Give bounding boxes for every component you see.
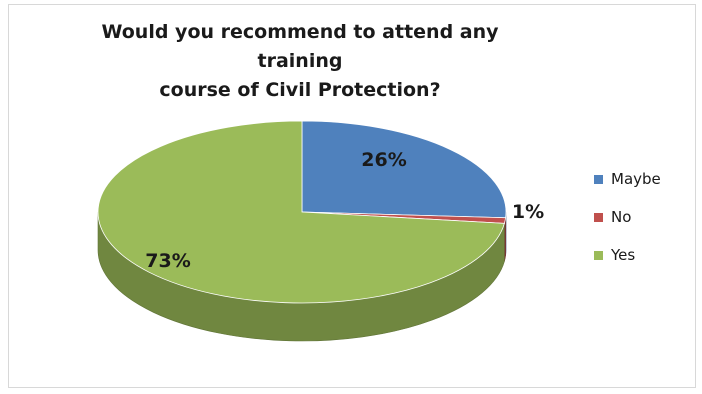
legend-swatch-no xyxy=(594,212,603,222)
legend-label-yes: Yes xyxy=(611,246,636,264)
legend-label-no: No xyxy=(611,208,632,226)
data-label-maybe: 26% xyxy=(361,149,406,171)
chart-title-line-1: Would you recommend to attend any traini… xyxy=(101,21,499,72)
pie-slice-maybe xyxy=(301,120,507,219)
legend-swatch-maybe xyxy=(594,174,603,184)
chart-title-line-2: course of Civil Protection? xyxy=(159,79,441,101)
pie-slice-yes xyxy=(97,120,505,304)
legend-label-maybe: Maybe xyxy=(611,170,661,188)
data-label-no: 1% xyxy=(512,201,544,223)
legend-item-yes: Yes xyxy=(594,244,661,266)
chart-title: Would you recommend to attend any traini… xyxy=(60,18,540,105)
legend: Maybe No Yes xyxy=(594,168,661,282)
data-label-yes: 73% xyxy=(145,250,190,272)
legend-item-maybe: Maybe xyxy=(594,168,661,190)
legend-item-no: No xyxy=(594,206,661,228)
legend-swatch-yes xyxy=(594,250,603,260)
